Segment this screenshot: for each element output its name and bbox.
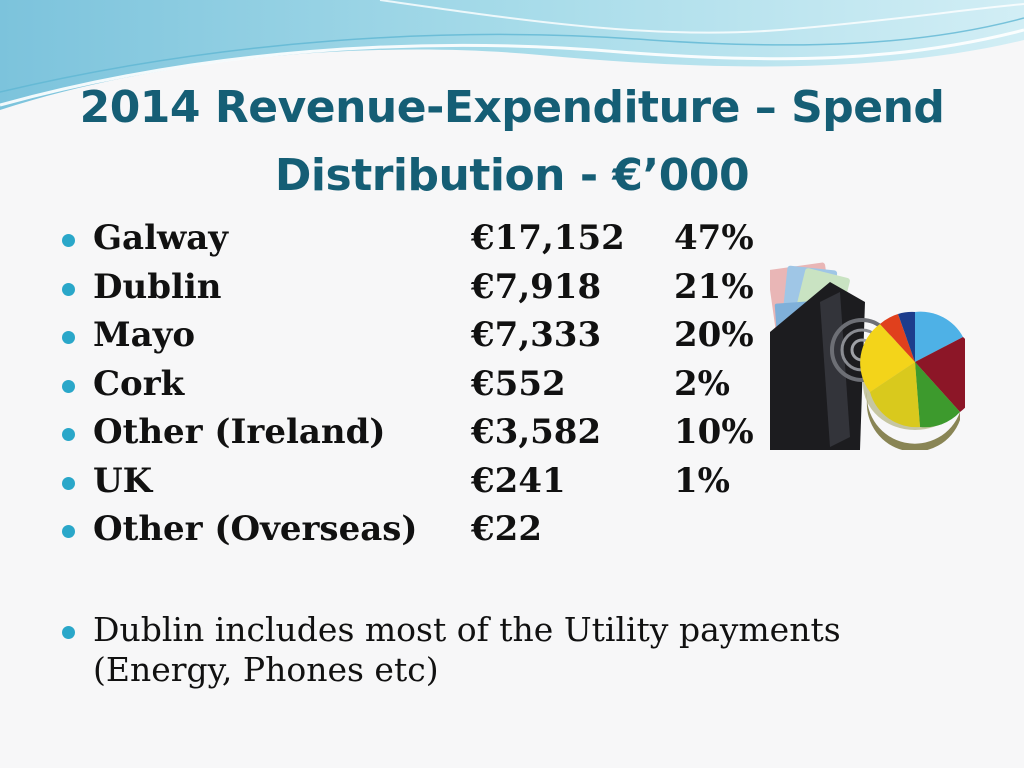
region-amount: €3,582 — [471, 412, 602, 452]
bullet-icon — [62, 331, 75, 344]
slide-title: 2014 Revenue-Expenditure – Spend Distrib… — [60, 74, 964, 210]
list-item-cork: Cork €552 2% — [62, 364, 782, 413]
spend-list: Galway €17,152 47% Dublin €7,918 21% May… — [62, 218, 782, 558]
bullet-icon — [62, 234, 75, 247]
region-amount: €7,918 — [471, 266, 602, 307]
list-item-dublin: Dublin €7,918 21% — [62, 267, 782, 316]
list-item-other-overseas: Other (Overseas) €22 — [62, 509, 782, 558]
region-name: Galway — [93, 218, 229, 258]
list-item-galway: Galway €17,152 47% — [62, 218, 782, 267]
region-name: Dublin — [93, 266, 222, 307]
region-name: Cork — [93, 363, 185, 404]
region-amount: €552 — [471, 363, 566, 404]
region-percent: 10% — [674, 412, 754, 452]
bullet-icon — [62, 282, 75, 296]
bullet-icon — [62, 525, 75, 538]
region-name: Mayo — [93, 315, 196, 355]
header-wave-decoration — [0, 0, 1024, 110]
slide-title-line-1: 2014 Revenue-Expenditure – Spend — [79, 82, 945, 133]
region-name: Other (Ireland) — [93, 412, 386, 452]
region-percent: 2% — [674, 363, 730, 404]
region-name: UK — [93, 460, 153, 501]
money-pie-chart-icon — [770, 262, 965, 450]
region-name: Other (Overseas) — [93, 509, 418, 549]
note-text: Dublin includes most of the Utility paym… — [93, 610, 841, 689]
bullet-icon — [62, 428, 75, 441]
list-item-other-ireland: Other (Ireland) €3,582 10% — [62, 412, 782, 461]
slide-title-line-2: Distribution - €’000 — [274, 150, 750, 201]
region-percent: 1% — [674, 460, 730, 501]
region-percent: 47% — [674, 218, 754, 258]
list-item-uk: UK €241 1% — [62, 461, 782, 510]
list-item-mayo: Mayo €7,333 20% — [62, 315, 782, 364]
bullet-icon — [62, 476, 75, 490]
bullet-icon — [62, 626, 75, 639]
region-amount: €7,333 — [471, 315, 602, 355]
region-amount: €241 — [471, 460, 566, 501]
region-percent: 20% — [674, 315, 754, 355]
region-amount: €17,152 — [471, 218, 625, 258]
bullet-icon — [62, 379, 75, 393]
pie-chart-icon — [860, 311, 965, 450]
region-amount: €22 — [471, 509, 542, 549]
region-percent: 21% — [674, 266, 754, 307]
